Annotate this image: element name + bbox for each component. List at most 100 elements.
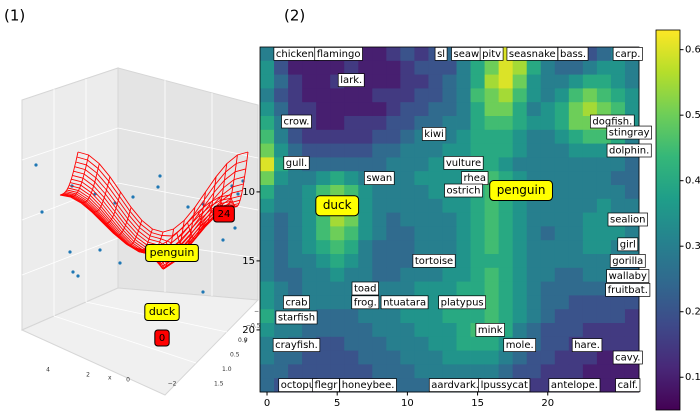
heatmap-cell [582, 185, 598, 200]
heatmap-cell [596, 198, 612, 213]
annotation: cavy. [615, 353, 640, 364]
heatmap-cell [274, 129, 289, 144]
heatmap-cell [344, 60, 359, 75]
heatmap-cell [456, 88, 471, 103]
heatmap-cell [512, 212, 528, 227]
heatmap-cell [260, 267, 275, 282]
heatmap-cell [386, 185, 401, 200]
heatmap-cell [260, 364, 275, 379]
heatmap-cell [274, 74, 289, 89]
heatmap-cell [358, 350, 373, 365]
heatmap-cell [498, 212, 514, 227]
heatmap-cell [484, 226, 500, 241]
heatmap-cell [582, 240, 598, 255]
heatmap-cell [442, 116, 457, 131]
heatmap-cell [316, 157, 331, 172]
heatmap-cell [596, 74, 612, 89]
heatmap-cell [260, 309, 275, 324]
heatmap-cell [400, 143, 415, 158]
heatmap-cell [568, 171, 584, 186]
heatmap-cell [540, 281, 556, 296]
heatmap-cell [386, 212, 401, 227]
panel-label: (1) [4, 7, 25, 25]
heatmap-cell [484, 198, 500, 213]
heatmap-cell [414, 198, 429, 213]
annotation-box [609, 254, 646, 268]
point-label: penguin [150, 246, 195, 259]
heatmap-cell [358, 323, 373, 338]
heatmap-cell [260, 323, 275, 338]
heatmap-cell [582, 350, 598, 365]
heatmap-cell [372, 350, 387, 365]
heatmap-cell [484, 102, 500, 117]
mesh-line [77, 151, 249, 233]
heatmap-cell [428, 281, 443, 296]
x-tick-label: 0 [264, 398, 270, 409]
annotation-box [607, 212, 648, 227]
heatmap-cell [456, 226, 471, 241]
heatmap-cell [386, 323, 401, 338]
heatmap-cell [372, 60, 387, 75]
heatmap-cell [386, 143, 401, 158]
heatmap-cell [288, 74, 303, 89]
heatmap-cell [344, 350, 359, 365]
heatmap-cell [372, 198, 387, 213]
annotation-box [443, 156, 484, 170]
heatmap-cell [372, 309, 387, 324]
heatmap-cell [414, 143, 429, 158]
heatmap-cell [302, 198, 317, 213]
heatmap-cell [596, 295, 612, 310]
heatmap-cell [302, 171, 317, 186]
heatmap-cell [358, 336, 373, 351]
heatmap-cell [274, 212, 289, 227]
heatmap-cell [568, 157, 584, 172]
heatmap-cell [484, 60, 500, 75]
heatmap-cell [540, 336, 556, 351]
heatmap-cell [610, 198, 626, 213]
heatmap-cell [260, 74, 275, 89]
heatmap-cell [386, 198, 401, 213]
heatmap-cell [428, 226, 443, 241]
heatmap-cell [428, 336, 443, 351]
heatmap-cell [512, 281, 528, 296]
heatmap-cell [554, 336, 570, 351]
heatmap-cell [554, 323, 570, 338]
point-label-box [145, 244, 199, 262]
heatmap-cell [540, 364, 556, 379]
heatmap-cell [400, 336, 415, 351]
heatmap-cell [274, 240, 289, 255]
annotation: rhea [463, 173, 486, 184]
heatmap-cell [302, 129, 317, 144]
heatmap-cell [442, 323, 457, 338]
heatmap-cell [540, 226, 556, 241]
heatmap-cell [260, 226, 275, 241]
heatmap-cell [596, 171, 612, 186]
annotation-box [380, 295, 429, 310]
heatmap-cell [428, 198, 443, 213]
heatmap-cell [260, 336, 275, 351]
heatmap-cell [442, 60, 457, 75]
heatmap-cell [302, 60, 317, 75]
heatmap-cell [470, 350, 485, 365]
heatmap-cell [484, 240, 500, 255]
heatmap-cell [554, 88, 570, 103]
heatmap-cell [512, 102, 528, 117]
heatmap-cell [554, 143, 570, 158]
heatmap-cell [428, 116, 443, 131]
heatmap-cell [274, 254, 289, 269]
heatmap-cell [526, 240, 542, 255]
colorbar [655, 29, 681, 411]
heatmap-cell [330, 254, 345, 269]
heatmap-cell [274, 198, 289, 213]
heatmap-cell [498, 240, 514, 255]
heatmap-cell [484, 129, 500, 144]
x-tick-label: 10 [401, 398, 414, 409]
annotation-box [283, 156, 310, 170]
heatmap-cell [624, 336, 640, 351]
heatmap-cell [596, 378, 612, 393]
heatmap-cell [442, 212, 457, 227]
heatmap-cell [470, 281, 485, 296]
heatmap-cell [610, 185, 626, 200]
heatmap-cell [498, 143, 514, 158]
heatmap-cell [554, 240, 570, 255]
